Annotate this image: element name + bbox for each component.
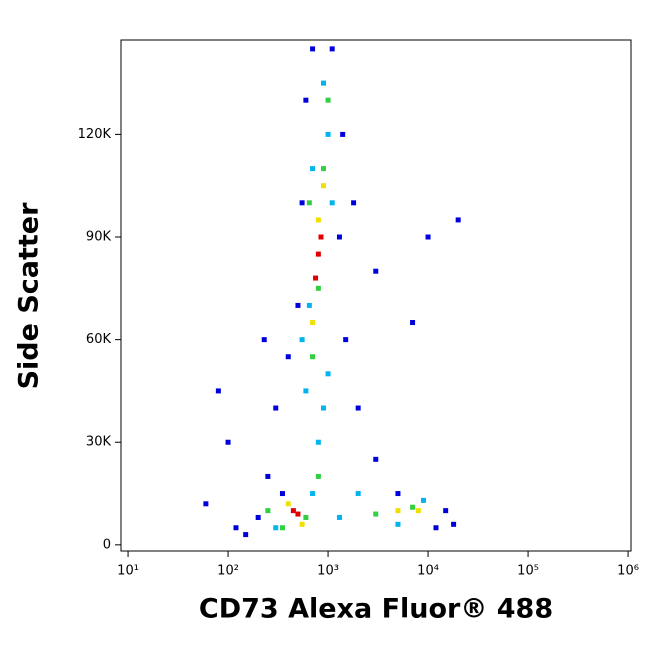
- point: [318, 234, 324, 240]
- point: [299, 337, 305, 343]
- point: [433, 525, 439, 531]
- point: [336, 514, 342, 520]
- point: [355, 405, 361, 411]
- point: [203, 501, 209, 507]
- point: [303, 388, 309, 394]
- point: [325, 131, 331, 137]
- point: [410, 320, 416, 326]
- x-axis-label: CD73 Alexa Fluor® 488: [199, 594, 553, 625]
- point: [425, 234, 431, 240]
- point: [340, 131, 346, 137]
- point: [320, 166, 326, 172]
- point: [295, 511, 301, 517]
- point: [315, 217, 321, 223]
- point: [306, 302, 312, 308]
- point: [395, 521, 401, 527]
- point: [325, 371, 331, 377]
- point: [295, 302, 301, 308]
- point: [299, 200, 305, 206]
- point: [451, 521, 457, 527]
- point: [303, 97, 309, 103]
- point: [410, 504, 416, 510]
- point: [320, 183, 326, 189]
- point: [325, 97, 331, 103]
- point: [336, 234, 342, 240]
- y-axis-label: Side Scatter: [14, 202, 45, 390]
- point: [255, 514, 261, 520]
- x-tick-label: 10⁶: [617, 564, 639, 579]
- point: [315, 439, 321, 445]
- point: [233, 525, 239, 531]
- point: [455, 217, 461, 223]
- point: [306, 200, 312, 206]
- y-tick-label: 90K: [86, 230, 112, 245]
- point: [320, 405, 326, 411]
- y-tick-label: 0: [103, 537, 111, 552]
- point: [273, 525, 279, 531]
- point: [329, 200, 335, 206]
- point: [261, 337, 267, 343]
- point: [315, 251, 321, 257]
- point: [310, 491, 316, 497]
- point: [320, 80, 326, 86]
- point: [273, 405, 279, 411]
- point: [420, 497, 426, 503]
- point: [395, 508, 401, 514]
- x-tick-label: 10¹: [117, 564, 139, 579]
- point: [303, 514, 309, 520]
- plot-frame: [120, 39, 632, 552]
- x-tick-label: 10⁵: [517, 564, 539, 579]
- point: [315, 473, 321, 479]
- point: [285, 354, 291, 360]
- point: [373, 511, 379, 517]
- point: [310, 166, 316, 172]
- point: [310, 46, 316, 52]
- y-tick-label: 30K: [86, 435, 112, 450]
- point: [279, 491, 285, 497]
- y-tick-label: 60K: [86, 332, 112, 347]
- point: [443, 508, 449, 514]
- x-tick-label: 10³: [317, 564, 339, 579]
- point: [310, 354, 316, 360]
- point: [310, 320, 316, 326]
- x-tick-label: 10⁴: [417, 564, 439, 579]
- x-tick-label: 10²: [217, 564, 239, 579]
- point: [329, 46, 335, 52]
- point: [299, 521, 305, 527]
- point: [415, 508, 421, 514]
- point: [373, 456, 379, 462]
- point: [265, 508, 271, 514]
- point: [243, 532, 249, 538]
- point: [373, 268, 379, 274]
- point: [315, 285, 321, 291]
- point: [265, 473, 271, 479]
- point: [313, 275, 319, 281]
- y-tick-label: 120K: [78, 127, 112, 142]
- point: [395, 491, 401, 497]
- point: [279, 525, 285, 531]
- point: [285, 501, 291, 507]
- point: [355, 491, 361, 497]
- point: [351, 200, 357, 206]
- point: [343, 337, 349, 343]
- point: [215, 388, 221, 394]
- point: [290, 508, 296, 514]
- point: [225, 439, 231, 445]
